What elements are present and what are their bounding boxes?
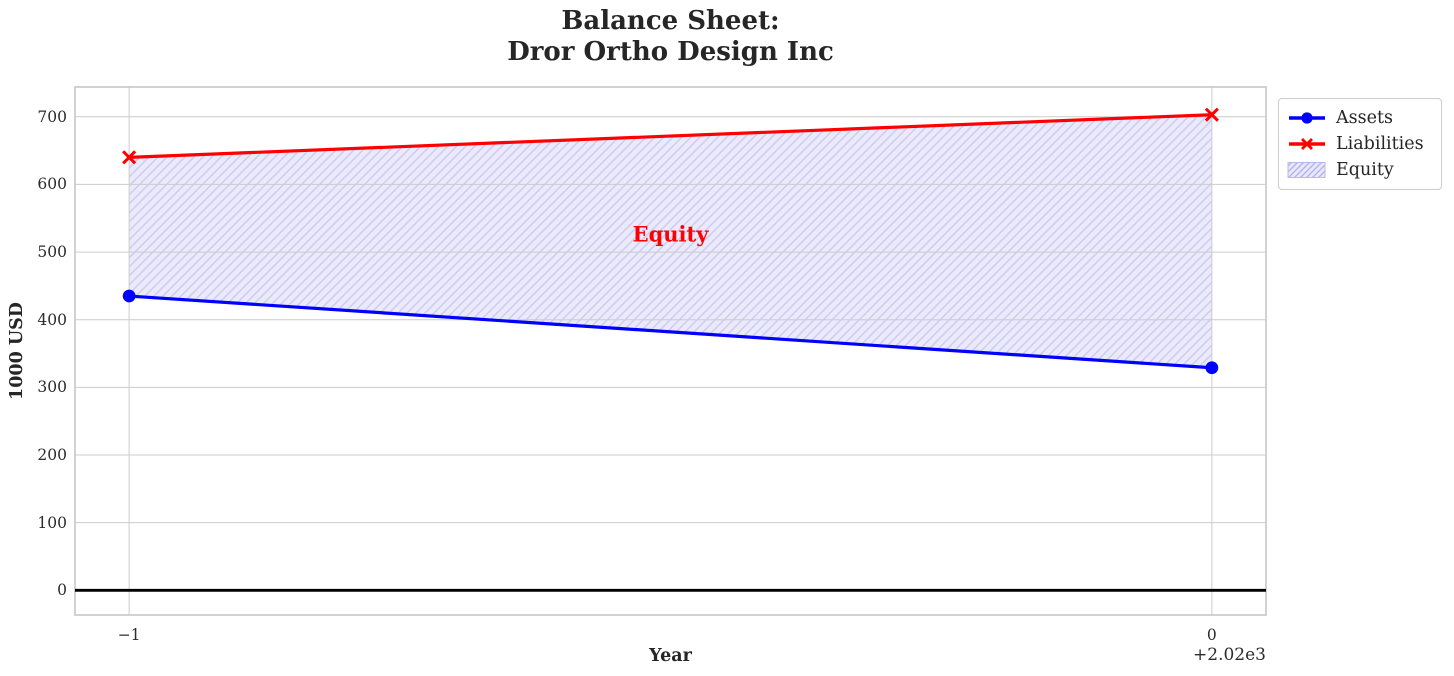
- assets-marker: [1205, 361, 1219, 375]
- legend: Assets Liabilities Equity: [1278, 98, 1442, 190]
- equity-patch-swatch: [1287, 161, 1327, 179]
- liabilities-swatch-canvas: [1289, 138, 1325, 150]
- chart-title-line1: Balance Sheet:: [561, 6, 780, 36]
- assets-swatch-canvas: [1289, 112, 1325, 124]
- equity-annotation: Equity: [632, 221, 709, 247]
- liabilities-marker: [122, 150, 137, 165]
- y-tick-label: 0: [57, 581, 67, 600]
- liabilities-line-swatch: [1287, 135, 1327, 153]
- legend-label-equity: Equity: [1336, 160, 1394, 180]
- y-tick-label: 400: [37, 310, 67, 329]
- plot-canvas: [74, 86, 1267, 616]
- equity-swatch-canvas: [1287, 162, 1326, 178]
- y-tick-label: 100: [37, 513, 67, 532]
- axes-border: [74, 86, 1267, 616]
- y-tick-label: 200: [37, 446, 67, 464]
- y-tick-label: 300: [37, 378, 67, 397]
- legend-row-equity: Equity: [1287, 157, 1433, 183]
- plot-area: [74, 86, 1267, 616]
- assets-marker: [122, 289, 136, 303]
- legend-row-liabilities: Liabilities: [1287, 131, 1433, 157]
- x-axis-label: Year: [649, 646, 692, 666]
- x-axis-offset-text: +2.02e3: [1193, 645, 1266, 665]
- assets-line-swatch: [1287, 109, 1327, 127]
- y-tick-label: 600: [37, 175, 67, 194]
- equity-fill: [129, 114, 1212, 368]
- chart-title: Balance Sheet: Dror Ortho Design Inc: [75, 6, 1266, 68]
- x-tick-label: 0: [1206, 626, 1217, 644]
- assets-line: [129, 294, 1212, 370]
- y-tick-label: 500: [37, 243, 67, 262]
- y-tick-label: 700: [37, 107, 67, 126]
- liabilities-marker: [1204, 107, 1219, 122]
- legend-label-assets: Assets: [1336, 108, 1393, 128]
- legend-row-assets: Assets: [1287, 105, 1433, 131]
- liabilities-line: [129, 113, 1212, 159]
- x-tick-label: −1: [117, 626, 141, 644]
- chart-title-line2: Dror Ortho Design Inc: [507, 37, 834, 67]
- legend-label-liabilities: Liabilities: [1336, 134, 1424, 154]
